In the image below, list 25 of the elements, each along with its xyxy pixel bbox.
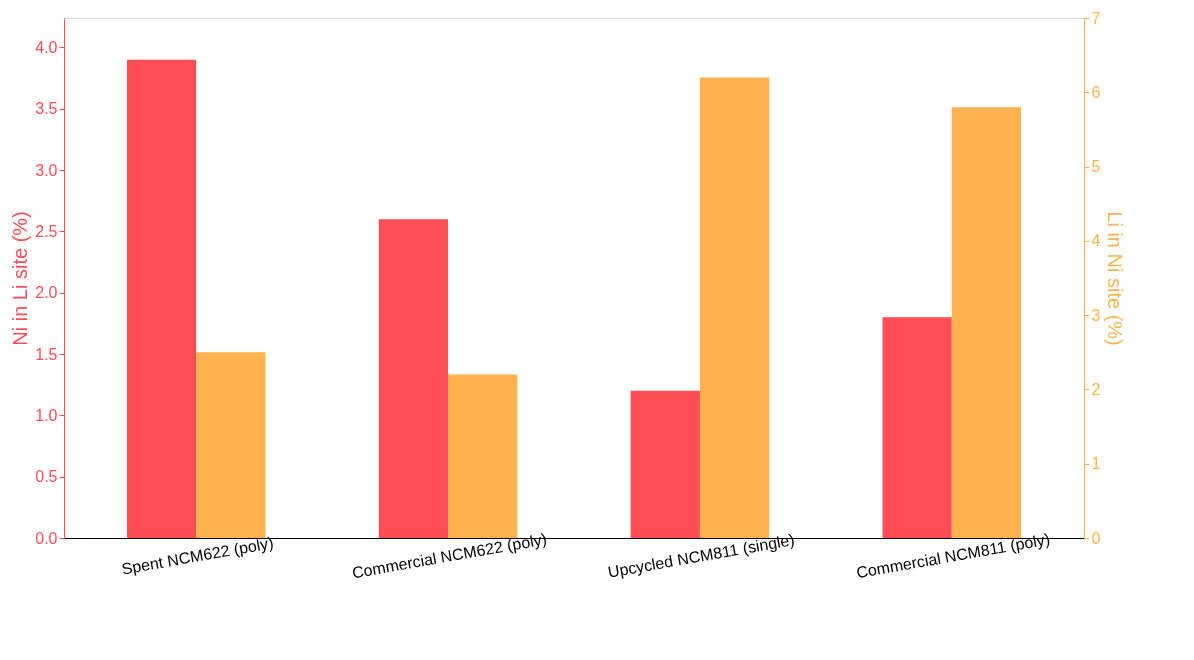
- y2-tick-label: 5: [1091, 158, 1101, 176]
- x-tick-label: Upcycled NCM811 (single): [606, 531, 796, 581]
- y-axis-title: Ni in Li site (%): [9, 211, 32, 346]
- y-tick-label: 2.5: [35, 222, 58, 240]
- y2-tick-label: 6: [1091, 83, 1101, 101]
- y-tick-label: 1.0: [35, 406, 58, 424]
- y-tick-label: 3.0: [35, 161, 58, 179]
- x-tick-label: Spent NCM622 (poly): [120, 534, 275, 578]
- y2-tick-label: 0: [1091, 529, 1101, 547]
- x-tick-label: Commercial NCM811 (poly): [855, 530, 1052, 582]
- y-tick-label: 3.5: [35, 100, 58, 118]
- y-tick-label: 2.0: [35, 284, 58, 302]
- y-tick-label: 0.0: [35, 529, 58, 547]
- x-tick-label: Commercial NCM622 (poly): [350, 530, 549, 582]
- y2-axis-title: Li in Ni site (%): [1104, 211, 1127, 346]
- y2-tick-label: 7: [1091, 9, 1101, 27]
- y-tick-label: 0.5: [35, 468, 58, 486]
- bar: [126, 59, 197, 538]
- y2-tick-label: 4: [1091, 232, 1101, 250]
- y-tick-label: 4.0: [35, 38, 58, 56]
- bar: [630, 390, 700, 538]
- y2-tick-label: 1: [1091, 455, 1101, 473]
- y2-tick-label: 2: [1091, 380, 1101, 398]
- y2-tick-label: 3: [1091, 306, 1101, 324]
- y-tick-label: 1.5: [35, 345, 58, 363]
